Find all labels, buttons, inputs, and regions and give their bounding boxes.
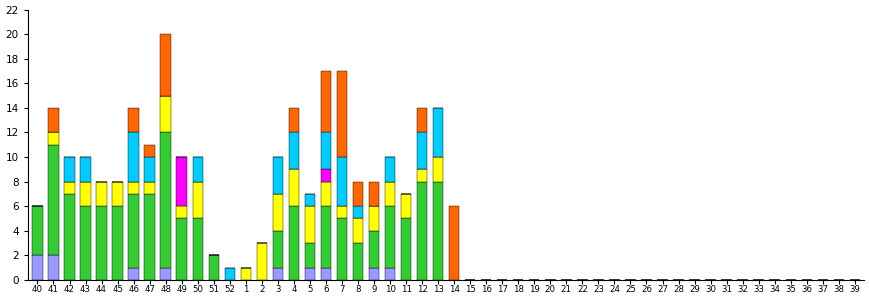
- Bar: [416, 108, 427, 132]
- Bar: [112, 206, 123, 280]
- Bar: [384, 182, 395, 206]
- Bar: [224, 268, 235, 280]
- Bar: [321, 182, 331, 206]
- Bar: [160, 132, 170, 268]
- Bar: [209, 255, 219, 280]
- Bar: [304, 268, 315, 280]
- Bar: [352, 206, 362, 218]
- Bar: [241, 268, 251, 280]
- Bar: [80, 157, 90, 182]
- Bar: [176, 206, 187, 218]
- Bar: [433, 108, 443, 157]
- Bar: [64, 157, 75, 182]
- Bar: [368, 206, 379, 231]
- Bar: [192, 157, 202, 182]
- Bar: [129, 182, 139, 194]
- Bar: [160, 268, 170, 280]
- Bar: [433, 157, 443, 182]
- Bar: [96, 206, 107, 280]
- Bar: [304, 243, 315, 268]
- Bar: [96, 182, 107, 206]
- Bar: [144, 157, 155, 182]
- Bar: [384, 157, 395, 182]
- Bar: [416, 182, 427, 280]
- Bar: [289, 169, 299, 206]
- Bar: [176, 218, 187, 280]
- Bar: [321, 206, 331, 268]
- Bar: [80, 182, 90, 206]
- Bar: [401, 194, 411, 218]
- Bar: [192, 182, 202, 218]
- Bar: [48, 132, 58, 145]
- Bar: [289, 206, 299, 280]
- Bar: [289, 108, 299, 132]
- Bar: [433, 182, 443, 280]
- Bar: [272, 231, 282, 268]
- Bar: [448, 206, 459, 280]
- Bar: [272, 157, 282, 194]
- Bar: [368, 268, 379, 280]
- Bar: [336, 218, 347, 280]
- Bar: [321, 132, 331, 169]
- Bar: [304, 206, 315, 243]
- Bar: [32, 255, 43, 280]
- Bar: [112, 182, 123, 206]
- Bar: [80, 206, 90, 280]
- Bar: [336, 157, 347, 206]
- Bar: [416, 169, 427, 182]
- Bar: [368, 231, 379, 268]
- Bar: [144, 182, 155, 194]
- Bar: [144, 145, 155, 157]
- Bar: [64, 194, 75, 280]
- Bar: [32, 206, 43, 255]
- Bar: [64, 182, 75, 194]
- Bar: [352, 218, 362, 243]
- Bar: [272, 268, 282, 280]
- Bar: [321, 169, 331, 182]
- Bar: [256, 243, 267, 280]
- Bar: [272, 194, 282, 231]
- Bar: [352, 243, 362, 280]
- Bar: [48, 255, 58, 280]
- Bar: [129, 108, 139, 132]
- Bar: [129, 268, 139, 280]
- Bar: [321, 71, 331, 132]
- Bar: [321, 268, 331, 280]
- Bar: [336, 71, 347, 157]
- Bar: [336, 206, 347, 218]
- Bar: [352, 182, 362, 206]
- Bar: [160, 34, 170, 96]
- Bar: [129, 194, 139, 268]
- Bar: [48, 108, 58, 132]
- Bar: [129, 132, 139, 182]
- Bar: [384, 206, 395, 268]
- Bar: [48, 145, 58, 255]
- Bar: [304, 194, 315, 206]
- Bar: [384, 268, 395, 280]
- Bar: [401, 218, 411, 280]
- Bar: [192, 218, 202, 280]
- Bar: [144, 194, 155, 280]
- Bar: [289, 132, 299, 169]
- Bar: [176, 157, 187, 206]
- Bar: [368, 182, 379, 206]
- Bar: [416, 132, 427, 169]
- Bar: [160, 96, 170, 132]
